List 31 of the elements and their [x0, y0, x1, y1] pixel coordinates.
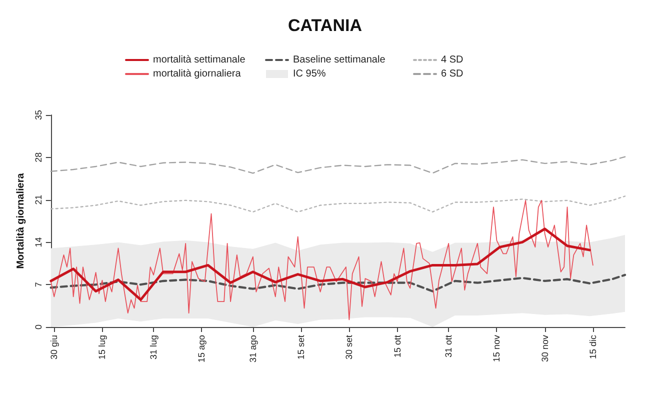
- line-series: [50, 274, 626, 292]
- y-tick-label: 7: [33, 282, 44, 288]
- x-tick-label: 15 ott: [392, 334, 402, 358]
- x-tick-label: 30 giu: [49, 335, 60, 360]
- x-tick-label: 15 set: [296, 334, 306, 360]
- line-series: [50, 228, 591, 301]
- chart-title: CATANIA: [288, 16, 362, 35]
- x-tick-label: 15 dic: [588, 334, 598, 360]
- legend-label: 4 SD: [441, 54, 464, 66]
- line-series: [50, 196, 626, 213]
- y-tick-label: 0: [33, 324, 44, 330]
- x-tick-label: 15 lug: [97, 335, 108, 360]
- x-tick-label: 31 ott: [444, 334, 454, 358]
- y-tick-label: 28: [33, 152, 44, 162]
- legend-label: mortalità giornaliera: [153, 68, 242, 80]
- x-tick-label: 15 ago: [196, 335, 207, 363]
- y-tick-label: 21: [33, 194, 44, 205]
- line-series: [50, 156, 626, 174]
- legend-label: Baseline settimanale: [293, 54, 386, 66]
- x-tick-label: 31 lug: [148, 335, 159, 360]
- x-tick-label: 15 nov: [492, 334, 502, 362]
- y-tick-label: 14: [33, 237, 44, 248]
- legend-label: IC 95%: [293, 68, 326, 80]
- x-tick-label: 30 nov: [540, 334, 550, 362]
- line-series: [50, 200, 594, 320]
- y-tick-label: 35: [33, 110, 44, 120]
- x-tick-label: 31 ago: [248, 335, 258, 363]
- legend-label: 6 SD: [441, 68, 464, 80]
- y-axis-title: Mortalità giornaliera: [16, 172, 26, 269]
- legend-label: mortalità settimanale: [153, 54, 246, 66]
- x-tick-label: 30 set: [344, 334, 354, 360]
